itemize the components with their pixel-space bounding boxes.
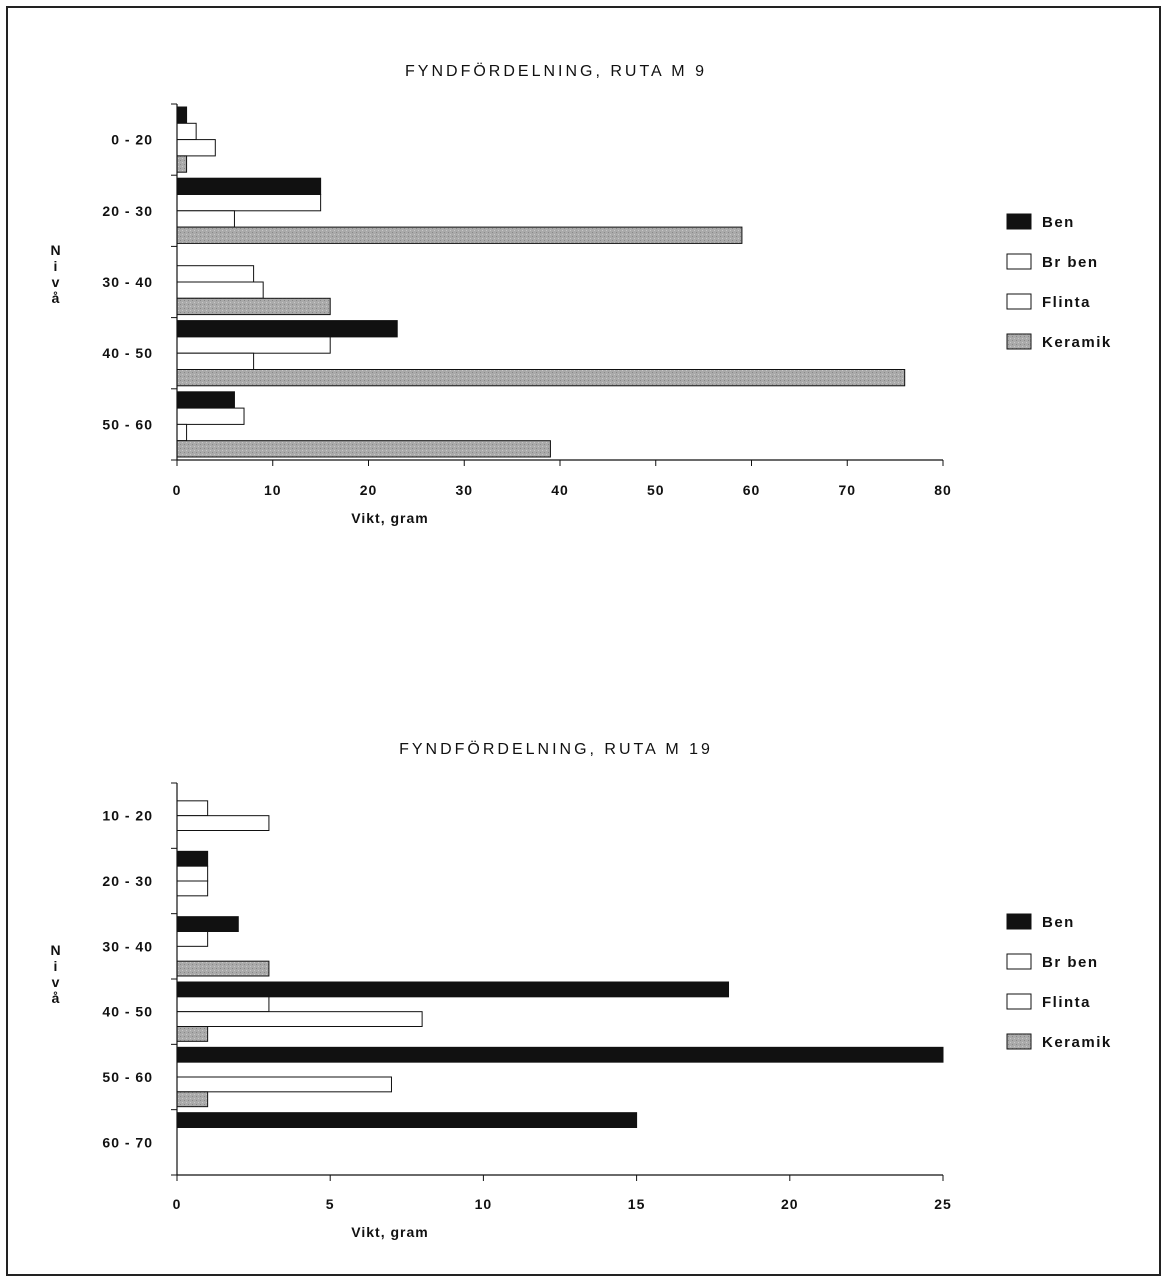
x-tick-label: 20 — [781, 1196, 799, 1212]
legend-swatch-flinta — [1006, 993, 1032, 1010]
legend-label: Flinta — [1042, 294, 1091, 311]
bar-ben-20-30 — [176, 850, 209, 867]
legend-label: Ben — [1042, 214, 1075, 231]
bar-ben-40-50 — [176, 981, 730, 998]
chart-title: FYNDFÖRDELNING, RUTA M 19 — [399, 740, 713, 758]
bar-ben-20-30 — [176, 177, 322, 195]
x-tick-label: 0 — [173, 482, 182, 498]
x-tick-label: 50 — [647, 482, 665, 498]
bar-keramik-20-30 — [176, 226, 743, 244]
x-tick-label: 30 — [455, 482, 473, 498]
legend-swatch-flinta — [1006, 293, 1032, 310]
chart-title: FYNDFÖRDELNING, RUTA M 9 — [405, 62, 707, 80]
category-label: 20 - 30 — [102, 203, 153, 219]
bar-ben-40-50 — [176, 320, 398, 338]
bar-keramik-40-50 — [176, 369, 906, 387]
bar-flinta-10-20 — [176, 815, 270, 832]
legend-label: Keramik — [1042, 1034, 1112, 1051]
bar-br-ben-40-50 — [176, 336, 331, 354]
legend-swatch-br-ben — [1006, 953, 1032, 970]
bar-br-ben-20-30 — [176, 865, 209, 882]
category-label: 40 - 50 — [102, 1004, 153, 1020]
category-label: 40 - 50 — [102, 345, 153, 361]
legend-swatch-keramik — [1006, 333, 1032, 350]
bar-flinta-40-50 — [176, 1011, 423, 1028]
bar-keramik-50-60 — [176, 1091, 209, 1108]
bar-br-ben-20-30 — [176, 194, 322, 212]
x-tick-label: 20 — [360, 482, 378, 498]
bar-ben-50-60 — [176, 391, 235, 409]
category-label: 30 - 40 — [102, 274, 153, 290]
bar-keramik-40-50 — [176, 1026, 209, 1042]
category-label: 30 - 40 — [102, 938, 153, 954]
bar-ben-0-20 — [176, 106, 188, 124]
legend: Ben Br ben Flinta Keramik — [1006, 913, 1112, 1051]
bar-br-ben-30-40 — [176, 931, 209, 947]
chart-2: FYNDFÖRDELNING, RUTA M 19 10 - 20 20 - 30 3… — [50, 740, 1112, 1240]
bar-flinta-50-60 — [176, 423, 188, 442]
bar-ben-60-70 — [176, 1112, 638, 1128]
legend-label: Keramik — [1042, 334, 1112, 351]
bar-flinta-20-30 — [176, 210, 235, 228]
category-label: 50 - 60 — [102, 1069, 153, 1085]
bar-keramik-50-60 — [176, 440, 551, 458]
bar-flinta-30-40 — [176, 281, 264, 299]
legend: Ben Br ben Flinta Keramik — [1006, 213, 1112, 351]
legend-label: Flinta — [1042, 994, 1091, 1011]
x-tick-label: 40 — [551, 482, 569, 498]
x-tick-label: 60 — [743, 482, 761, 498]
legend-label: Ben — [1042, 914, 1075, 931]
x-tick-label: 10 — [264, 482, 282, 498]
category-label: 50 - 60 — [102, 416, 153, 432]
x-tick-label: 0 — [173, 1196, 182, 1212]
legend-swatch-ben — [1006, 913, 1032, 930]
bar-br-ben-50-60 — [176, 407, 245, 425]
x-tick-label: 25 — [934, 1196, 952, 1212]
x-tick-label: 80 — [934, 482, 952, 498]
bar-br-ben-0-20 — [176, 122, 197, 141]
legend-swatch-keramik — [1006, 1033, 1032, 1050]
bar-br-ben-30-40 — [176, 265, 255, 283]
bar-br-ben-10-20 — [176, 800, 209, 817]
bar-br-ben-40-50 — [176, 996, 270, 1013]
legend-label: Br ben — [1042, 954, 1099, 971]
category-label: 10 - 20 — [102, 808, 153, 824]
category-label: 0 - 20 — [111, 132, 153, 148]
category-label: 20 - 30 — [102, 873, 153, 889]
x-axis-label: Vikt, gram — [351, 1224, 428, 1240]
category-label: 60 - 70 — [102, 1134, 153, 1150]
x-axis-label: Vikt, gram — [351, 510, 428, 526]
legend-swatch-ben — [1006, 213, 1032, 230]
bar-ben-30-40 — [176, 916, 239, 933]
x-tick-label: 70 — [838, 482, 856, 498]
legend-label: Br ben — [1042, 254, 1099, 271]
page-frame — [6, 6, 1161, 1276]
x-tick-label: 15 — [628, 1196, 646, 1212]
bar-flinta-40-50 — [176, 352, 255, 371]
chart-1: FYNDFÖRDELNING, RUTA M 9 0 - 20 20 - 30 30 … — [50, 62, 1112, 526]
bar-flinta-20-30 — [176, 880, 209, 897]
bar-keramik-30-40 — [176, 960, 270, 977]
x-tick-label: 5 — [326, 1196, 335, 1212]
x-tick-label: 10 — [475, 1196, 493, 1212]
bar-keramik-30-40 — [176, 297, 331, 316]
bar-flinta-50-60 — [176, 1076, 392, 1093]
legend-swatch-br-ben — [1006, 253, 1032, 270]
bar-keramik-0-20 — [176, 155, 188, 173]
bar-flinta-0-20 — [176, 139, 216, 157]
bar-ben-50-60 — [176, 1046, 944, 1063]
